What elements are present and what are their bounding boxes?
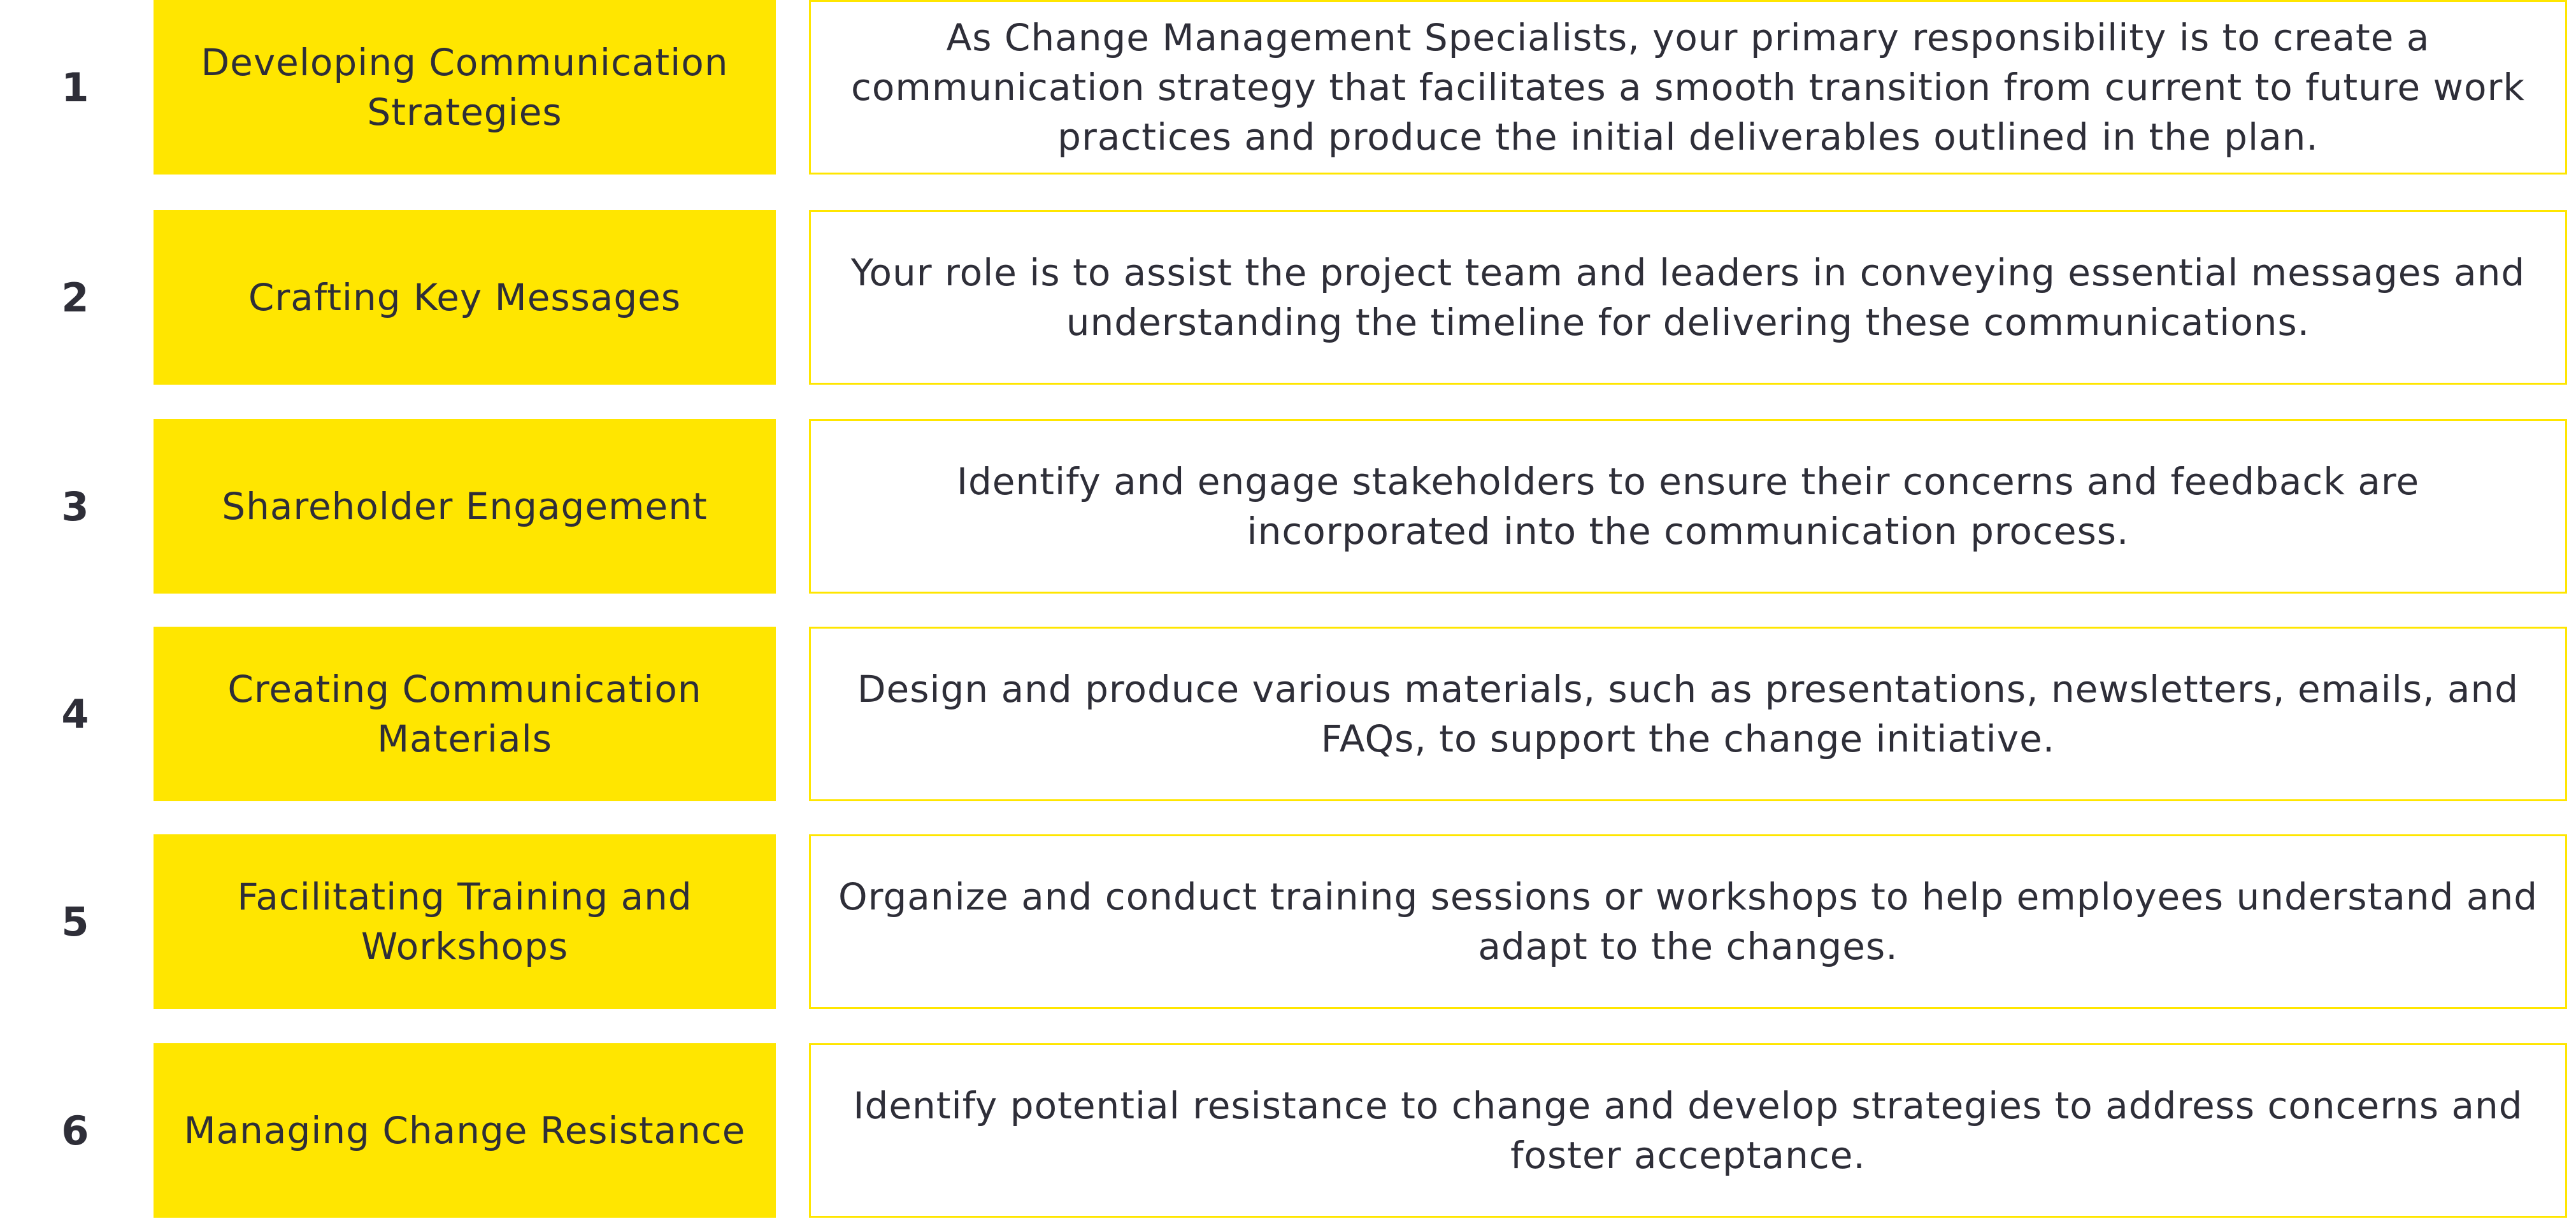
item-title: Developing Communication Strategies — [201, 41, 729, 134]
item-description-box: Your role is to assist the project team … — [809, 210, 2567, 385]
item-title: Creating Communication Materials — [227, 667, 702, 760]
item-description: As Change Management Specialists, your p… — [851, 16, 2525, 159]
item-description: Identify and engage stakeholders to ensu… — [956, 460, 2420, 553]
item-title: Shareholder Engagement — [222, 485, 708, 528]
item-title-box: Managing Change Resistance — [154, 1043, 776, 1218]
item-description-box: Design and produce various materials, su… — [809, 627, 2567, 801]
list-item: 5 Facilitating Training and Workshops Or… — [0, 834, 2576, 1009]
item-number: 3 — [61, 483, 89, 530]
item-title: Facilitating Training and Workshops — [237, 875, 692, 968]
list-item: 4 Creating Communication Materials Desig… — [0, 627, 2576, 801]
item-title-box: Shareholder Engagement — [154, 419, 776, 594]
item-number: 6 — [61, 1107, 89, 1154]
item-title-box: Creating Communication Materials — [154, 627, 776, 801]
list-item: 1 Developing Communication Strategies As… — [0, 0, 2576, 175]
item-description: Your role is to assist the project team … — [850, 251, 2526, 344]
item-title: Crafting Key Messages — [248, 276, 682, 319]
item-description-box: Identify potential resistance to change … — [809, 1043, 2567, 1218]
list-item: 3 Shareholder Engagement Identify and en… — [0, 419, 2576, 594]
item-number: 4 — [61, 690, 89, 738]
item-title-box: Developing Communication Strategies — [154, 0, 776, 175]
list-item: 6 Managing Change Resistance Identify po… — [0, 1043, 2576, 1218]
list-item: 2 Crafting Key Messages Your role is to … — [0, 210, 2576, 385]
item-description: Organize and conduct training sessions o… — [838, 875, 2538, 968]
item-description-box: Organize and conduct training sessions o… — [809, 834, 2567, 1009]
item-description-box: As Change Management Specialists, your p… — [809, 0, 2567, 175]
item-title: Managing Change Resistance — [183, 1109, 746, 1152]
item-description-box: Identify and engage stakeholders to ensu… — [809, 419, 2567, 594]
item-title-box: Facilitating Training and Workshops — [154, 834, 776, 1009]
item-number: 5 — [61, 898, 89, 945]
item-number: 2 — [61, 274, 89, 321]
item-number: 1 — [61, 64, 89, 111]
item-title-box: Crafting Key Messages — [154, 210, 776, 385]
item-description: Design and produce various materials, su… — [857, 667, 2519, 760]
item-description: Identify potential resistance to change … — [853, 1084, 2523, 1177]
